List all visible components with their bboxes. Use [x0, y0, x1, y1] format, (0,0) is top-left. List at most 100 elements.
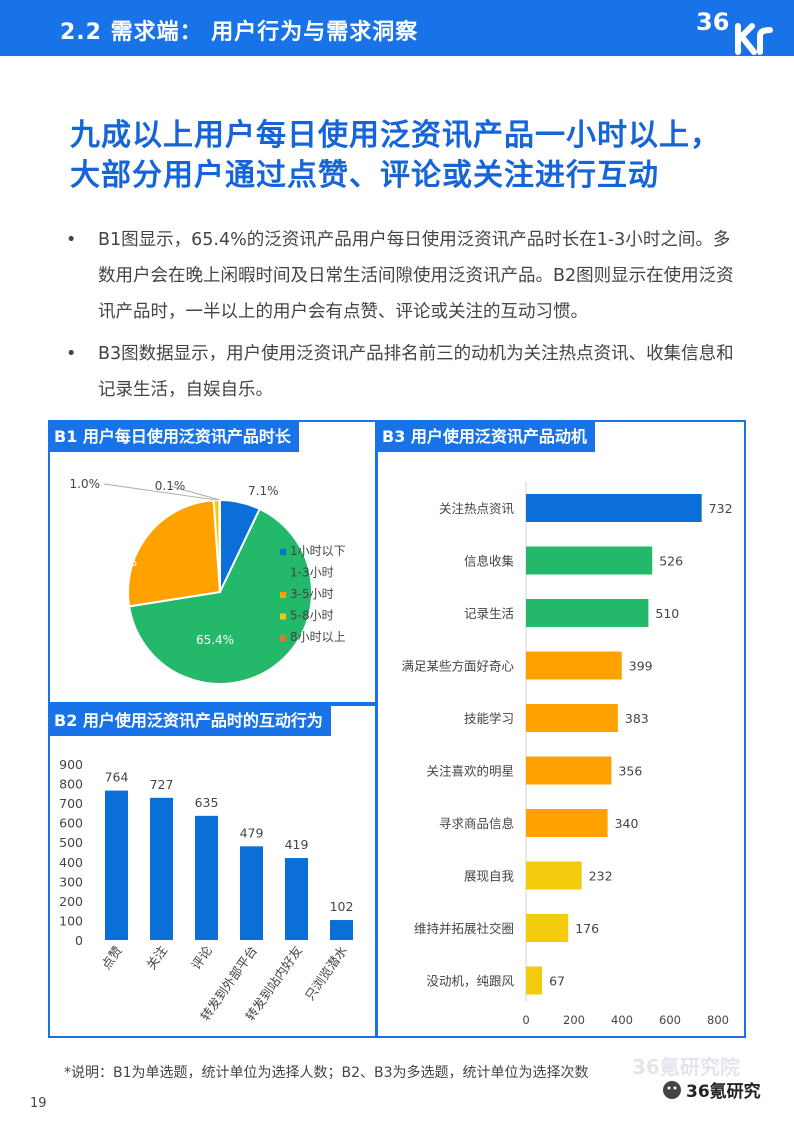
bar: [240, 846, 263, 940]
pie-leader-line: [169, 485, 220, 501]
x-tick-label: 400: [611, 1013, 633, 1027]
x-tick-label: 800: [707, 1013, 729, 1027]
b1-panel: B1 用户每日使用泛资讯产品时长 7.1% 65.4% 26.4% 1.0% 0.1% 1…: [48, 420, 377, 704]
y-tick-label: 900: [59, 757, 83, 772]
pie-value-label: 65.4%: [196, 633, 234, 647]
logo-r-mark: [757, 27, 773, 55]
y-category-label: 满足某些方面好奇心: [401, 659, 514, 674]
headline-line-2: 大部分用户通过点赞、评论或关注进行互动: [70, 158, 659, 193]
bar-value-label: 67: [549, 974, 565, 989]
logo-k-mark: [735, 23, 757, 55]
legend-swatch: [280, 570, 286, 577]
y-tick-label: 100: [59, 913, 83, 928]
bar: [526, 546, 653, 575]
y-tick-label: 200: [59, 894, 83, 909]
bar-value-label: 232: [589, 869, 613, 884]
bar-value-label: 479: [240, 825, 264, 840]
bar-value-label: 764: [105, 770, 129, 785]
y-category-label: 技能学习: [464, 711, 514, 726]
x-tick-label: 600: [659, 1013, 681, 1027]
pie-value-label: 7.1%: [248, 484, 279, 498]
y-tick-label: 600: [59, 816, 83, 831]
headline-line-1: 九成以上用户每日使用泛资讯产品一小时以上，: [70, 118, 721, 153]
y-category-label: 寻求商品信息: [439, 816, 514, 831]
36kr-logo: 36: [696, 8, 773, 55]
legend-swatch: [280, 613, 286, 620]
pie-value-label: 26.4%: [99, 555, 137, 569]
bullet-text: B1图显示，65.4%的泛资讯产品用户每日使用泛资讯产品时长在1-3小时之间。多…: [98, 230, 734, 322]
bar: [526, 599, 649, 627]
y-category-label: 展现自我: [464, 869, 515, 884]
bar-value-label: 356: [618, 764, 642, 779]
watermark-bg-text: 36氪研究院: [632, 1055, 740, 1079]
legend-swatch: [280, 635, 286, 641]
pie-value-label: 1.0%: [70, 477, 101, 491]
y-category-label: 信息收集: [464, 554, 515, 569]
y-category-label: 维持并拓展社交圈: [414, 921, 514, 936]
pie-slice: [127, 499, 222, 608]
pie-leader-line: [103, 483, 217, 501]
bullet-text: B3图数据显示，用户使用泛资讯产品排名前三的动机为关注热点资讯、收集信息和记录生…: [98, 344, 734, 400]
bar-value-label: 102: [330, 899, 354, 914]
bar: [526, 756, 612, 785]
bullet-list: • B1图显示，65.4%的泛资讯产品用户每日使用泛资讯产品时长在1-3小时之间…: [66, 222, 746, 414]
y-tick-label: 500: [59, 835, 83, 850]
legend-label: 1小时以下: [290, 544, 346, 558]
x-category-label: 关注: [143, 943, 170, 972]
legend-label: 5-8小时: [290, 609, 334, 623]
legend-label: 8小时以上: [290, 630, 346, 644]
bullet-item: • B3图数据显示，用户使用泛资讯产品排名前三的动机为关注热点资讯、收集信息和记…: [66, 336, 746, 408]
bar-value-label: 510: [655, 606, 679, 621]
legend-swatch: [280, 592, 286, 598]
bar-value-label: 732: [709, 501, 733, 516]
x-tick-label: 0: [522, 1013, 529, 1027]
legend-swatch: [280, 549, 286, 555]
bar: [526, 494, 702, 522]
bar: [526, 809, 608, 837]
logo-number: 36: [696, 8, 729, 36]
page-headline: 九成以上用户每日使用泛资讯产品一小时以上， 大部分用户通过点赞、评论或关注进行互…: [70, 116, 750, 196]
b2-panel: B2 用户使用泛资讯产品时的互动行为 0 100 200 300 400 500 600 70…: [48, 704, 377, 1038]
y-category-label: 关注喜欢的明星: [426, 764, 514, 779]
y-tick-label: 800: [59, 777, 83, 792]
footnote: *说明：B1为单选题，统计单位为选择人数；B2、B3为多选题，统计单位为选择次数: [64, 1065, 589, 1081]
bar: [105, 790, 128, 940]
b2-title: B2 用户使用泛资讯产品时的互动行为: [50, 706, 331, 736]
b3-panel: B3 用户使用泛资讯产品动机 关注热点资讯 732 信息收集 526 记录生活 510 满足…: [376, 420, 746, 1038]
bar-value-label: 383: [625, 711, 649, 726]
b1-title: B1 用户每日使用泛资讯产品时长: [50, 422, 299, 452]
bar: [526, 704, 618, 732]
bar: [526, 914, 569, 942]
y-category-label: 没动机，纯跟风: [426, 974, 514, 989]
y-tick-label: 300: [59, 874, 83, 889]
x-tick-label: 200: [563, 1013, 585, 1027]
bar-value-label: 419: [285, 837, 309, 852]
bar: [150, 797, 173, 940]
bar: [285, 858, 308, 940]
bar: [526, 861, 582, 890]
legend-label: 1-3小时: [290, 566, 334, 580]
header-bar: 2.2 需求端： 用户行为与需求洞察 36: [0, 0, 794, 56]
wechat-icon-eye: [667, 1086, 671, 1090]
y-tick-label: 0: [75, 933, 83, 948]
x-category-label: 评论: [188, 943, 215, 972]
y-tick-label: 700: [59, 796, 83, 811]
bar-value-label: 176: [575, 921, 599, 936]
b2-bar-chart: 0 100 200 300 400 500 600 700 800 900 764 点赞 727 关注 63…: [59, 757, 354, 1023]
x-category-label: 点赞: [98, 943, 125, 972]
bar: [526, 966, 543, 995]
wechat-icon-eye: [673, 1086, 677, 1090]
b3-title: B3 用户使用泛资讯产品动机: [378, 422, 595, 452]
pie-value-label: 0.1%: [155, 479, 186, 493]
legend-label: 3-5小时: [290, 587, 334, 601]
watermark-text: 36氪研究: [686, 1081, 761, 1102]
bar-value-label: 635: [195, 795, 219, 810]
bar-value-label: 526: [659, 554, 683, 569]
bullet-dot: •: [66, 230, 77, 250]
bar: [526, 651, 622, 680]
x-category-label: 只浏览潜水: [302, 943, 350, 1003]
bar-value-label: 340: [615, 816, 639, 831]
bar-value-label: 727: [150, 777, 174, 792]
b1-pie-chart: 7.1% 65.4% 26.4% 1.0% 0.1% 1小时以下 1-3小时 3-5小时 5-8…: [70, 477, 346, 685]
bullet-item: • B1图显示，65.4%的泛资讯产品用户每日使用泛资讯产品时长在1-3小时之间…: [66, 222, 746, 330]
